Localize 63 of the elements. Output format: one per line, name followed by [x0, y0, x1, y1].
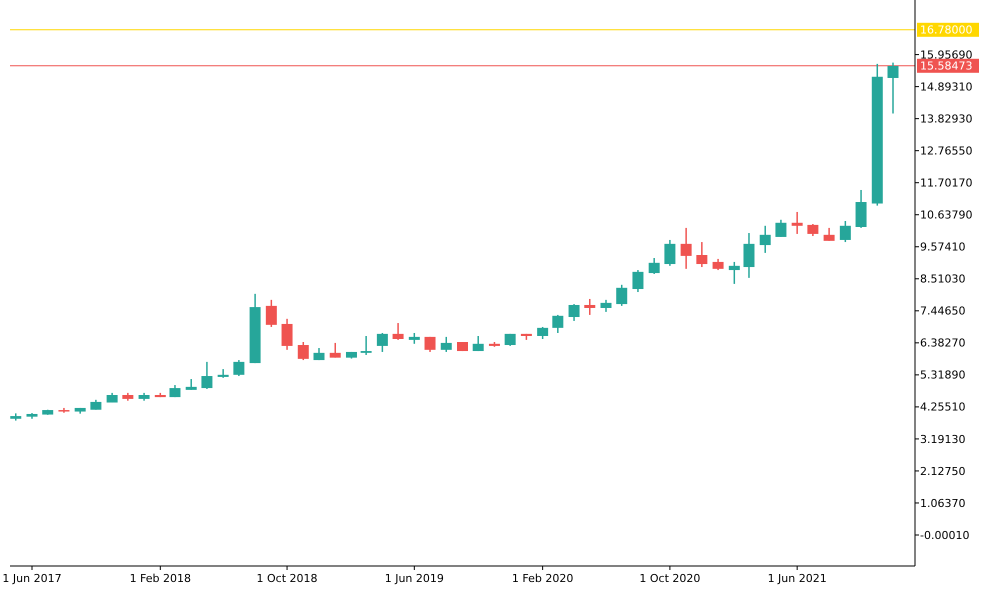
candlestick — [792, 211, 803, 235]
y-tick-label: 14.89310 — [920, 80, 972, 94]
candlestick — [376, 332, 388, 353]
y-tick-label: 6.38270 — [920, 336, 966, 350]
candlestick — [424, 336, 436, 353]
ref-line-label: 15.58473 — [920, 60, 972, 73]
y-tick-label: 2.12750 — [920, 464, 966, 478]
candlestick — [712, 258, 724, 271]
candlestick — [392, 322, 404, 341]
x-tick-label: 1 Oct 2018 — [256, 572, 318, 585]
candlestick — [330, 342, 341, 358]
candlestick — [233, 359, 244, 377]
candlestick — [632, 269, 644, 293]
candlestick — [440, 336, 452, 353]
candlestick — [616, 284, 628, 307]
y-tick-label: 11.70170 — [920, 176, 972, 190]
candlestick — [888, 62, 899, 114]
x-tick-label: 1 Feb 2020 — [512, 572, 574, 585]
candlestick — [552, 314, 564, 334]
x-tick-label: 1 Jun 2021 — [768, 572, 827, 585]
y-tick-label: 5.31890 — [920, 368, 966, 382]
candlestick — [186, 378, 197, 391]
candlestick — [537, 326, 548, 340]
candlestick — [807, 223, 818, 237]
y-tick-label: 15.95690 — [920, 48, 972, 62]
candlestick — [266, 299, 277, 328]
candlestick — [282, 318, 293, 351]
candlestick — [696, 241, 708, 268]
candlestick — [584, 298, 596, 316]
candlestick — [472, 335, 484, 352]
candlestick — [840, 220, 851, 243]
y-tick-label: 7.44650 — [920, 304, 966, 318]
y-tick-label: 12.76550 — [920, 144, 972, 158]
candlestick — [664, 239, 676, 267]
y-tick-label: 9.57410 — [920, 240, 966, 254]
candlestick — [169, 384, 180, 398]
x-tick-label: 1 Jun 2017 — [2, 572, 62, 585]
candlestick — [568, 303, 580, 322]
candlestick — [408, 332, 420, 345]
candlestick — [360, 335, 372, 356]
candlestick — [824, 227, 835, 242]
y-tick-label: 4.25510 — [920, 400, 966, 414]
candlestick — [648, 257, 660, 275]
candlestick — [201, 361, 212, 390]
candlestick — [728, 261, 740, 285]
candlestick — [743, 232, 754, 279]
y-tick-label: 10.63790 — [920, 208, 972, 222]
x-tick-label: 1 Oct 2020 — [639, 572, 700, 585]
y-tick-label: 1.06370 — [920, 496, 966, 510]
candlestick — [504, 333, 516, 347]
candlestick — [298, 341, 309, 361]
y-tick-label: 13.82930 — [920, 112, 972, 126]
y-tick-label: -0.00010 — [920, 528, 970, 542]
candlestick — [314, 347, 324, 361]
x-tick-label: 1 Feb 2018 — [130, 572, 192, 585]
candlestick — [760, 225, 771, 254]
ref-line-label: 16.78000 — [920, 24, 972, 37]
candlestick — [775, 219, 786, 238]
x-tick-label: 1 Jun 2019 — [384, 572, 444, 585]
y-tick-label: 3.19130 — [920, 432, 966, 446]
y-tick-label: 8.51030 — [920, 272, 966, 286]
candlestick — [680, 227, 692, 270]
candlestick — [600, 299, 612, 313]
